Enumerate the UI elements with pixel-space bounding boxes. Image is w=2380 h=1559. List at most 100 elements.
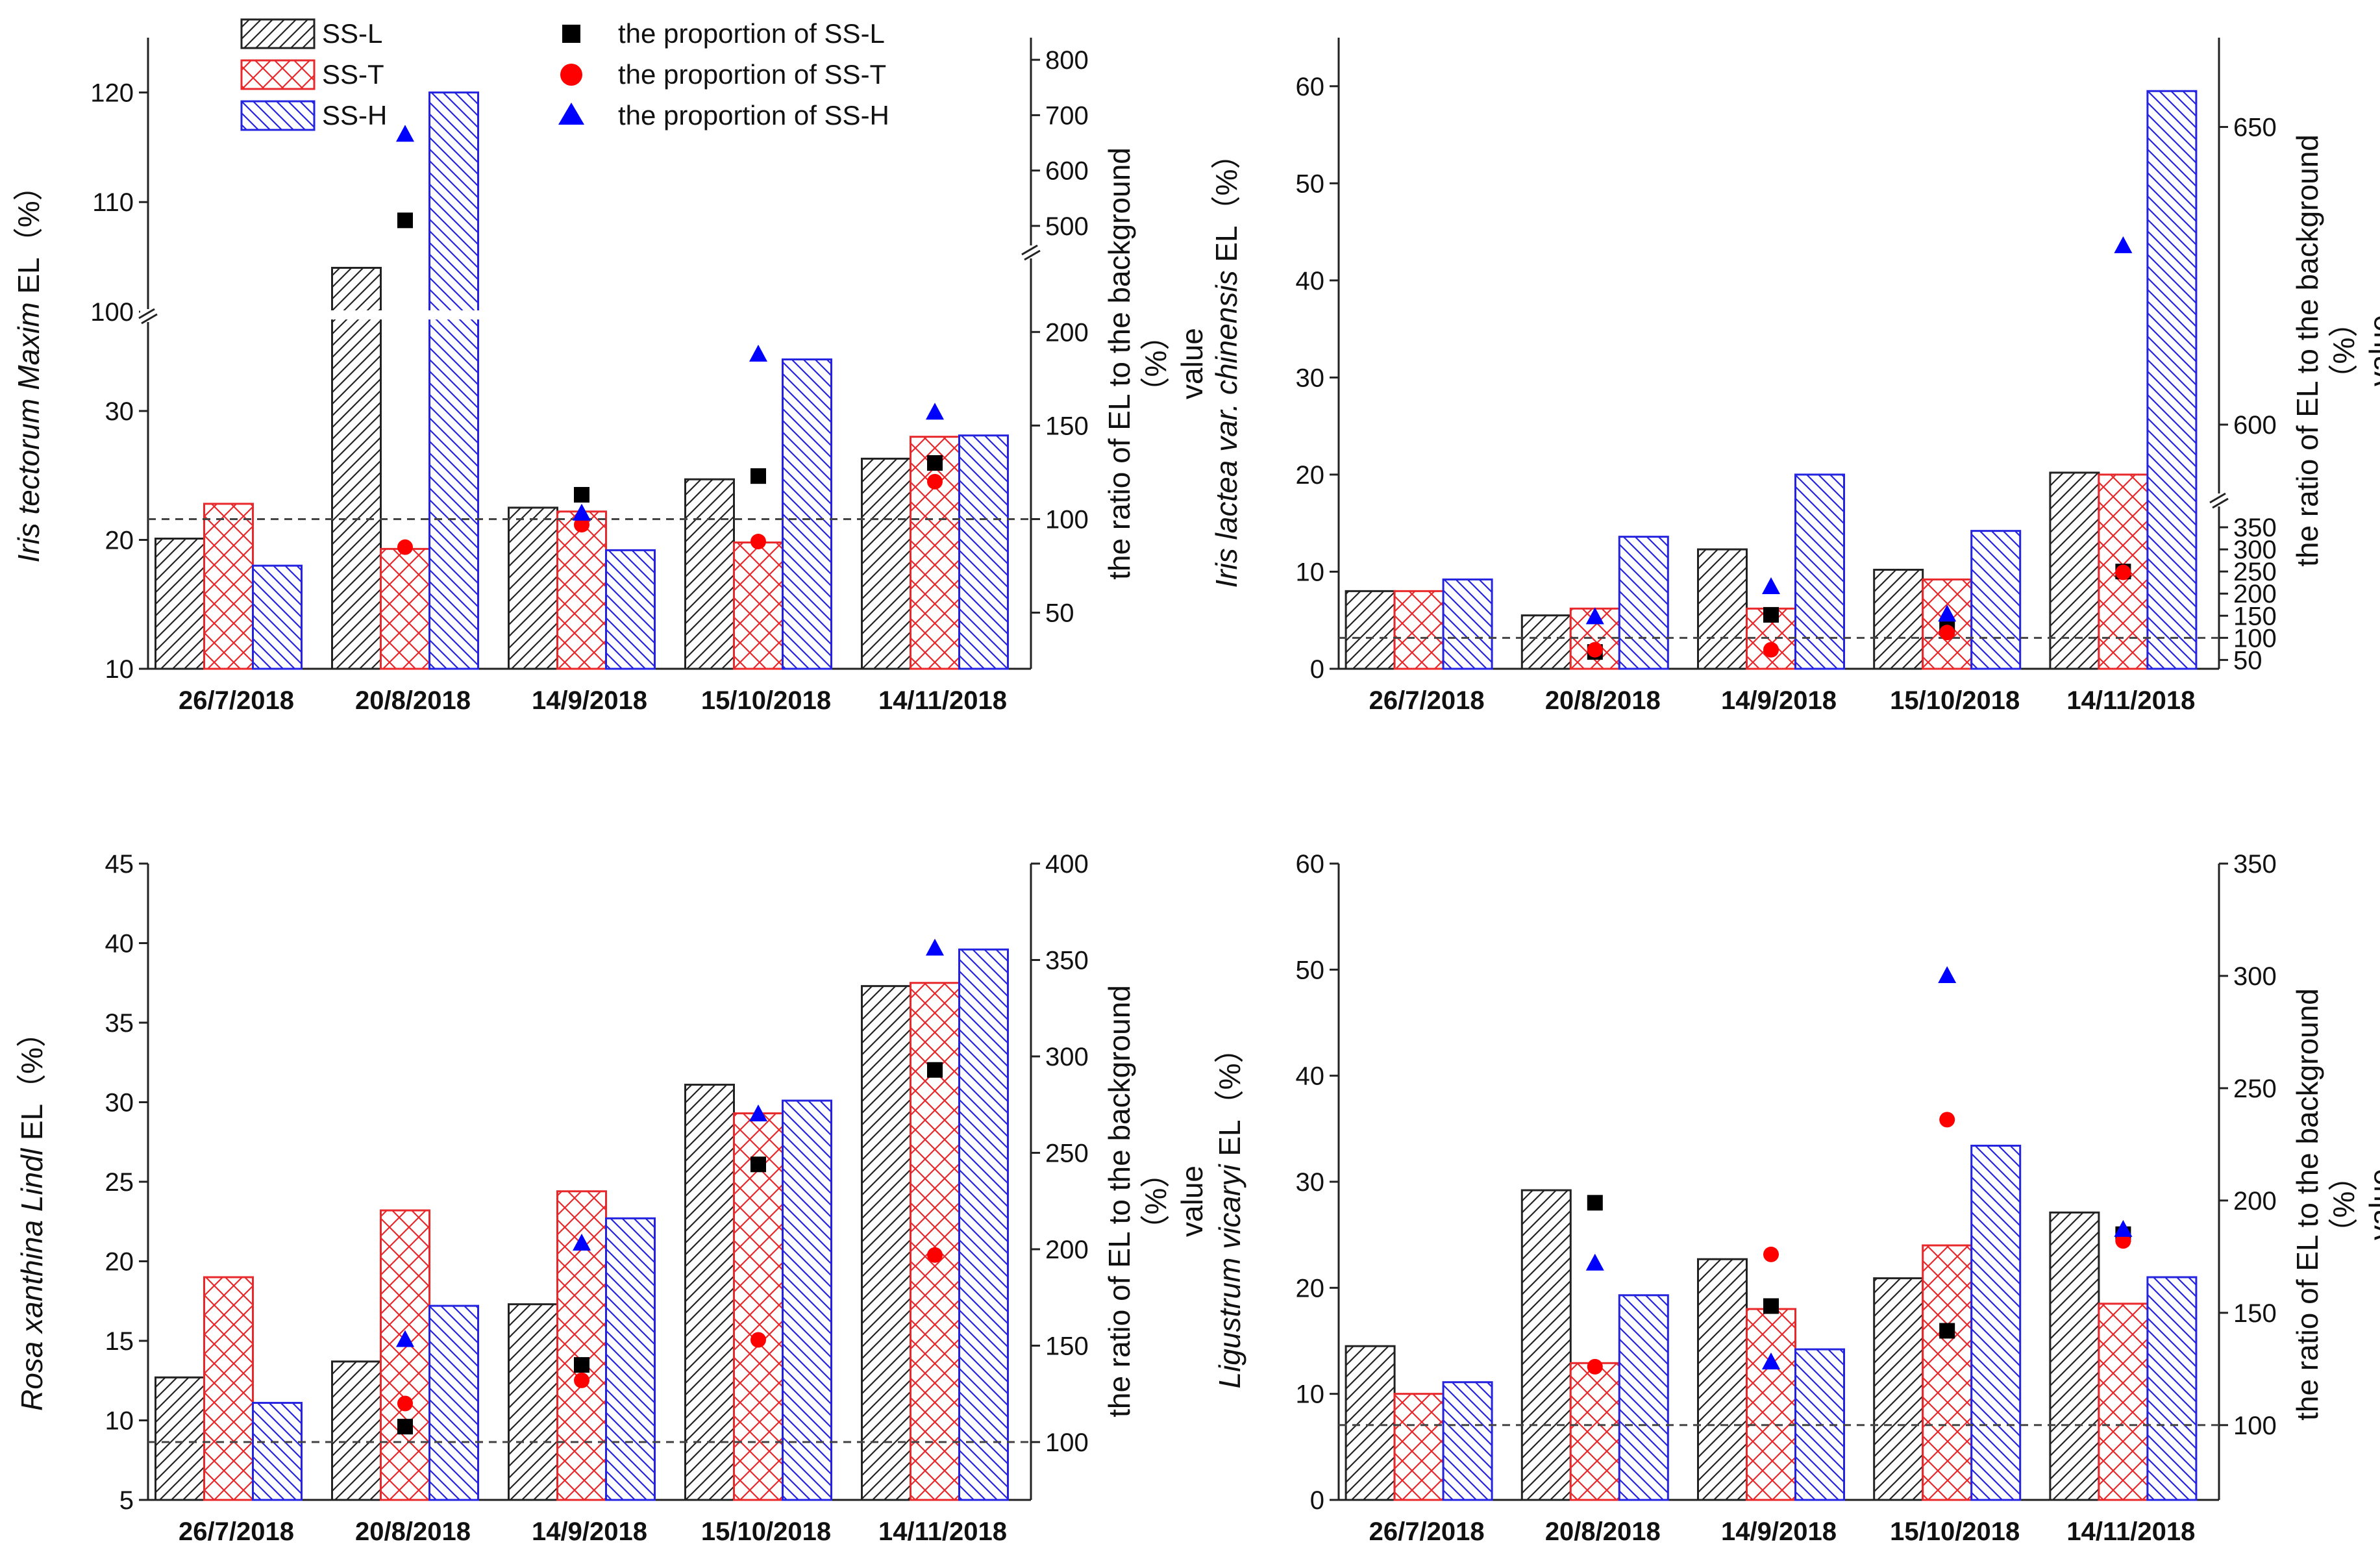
legend-marker-triangle — [558, 103, 584, 125]
bar-ss-t — [1393, 1393, 1444, 1501]
category-label: 26/7/2018 — [1369, 686, 1485, 715]
y2-axis-title-line2: value — [2363, 1169, 2380, 1240]
y-tick-label: 15 — [105, 1327, 134, 1356]
y-tick-label: 100 — [90, 298, 134, 327]
bar-ss-t — [1746, 1308, 1796, 1501]
y2-tick-label: 50 — [2233, 646, 2262, 675]
y-tick-label: 10 — [105, 1407, 134, 1436]
y-tick-label: 35 — [105, 1009, 134, 1038]
marker-the-proportion-of-ss-l — [1587, 1195, 1603, 1211]
y2-tick-label: 300 — [1045, 1043, 1089, 1071]
y2-tick-label: 250 — [2233, 1075, 2277, 1103]
bar-ss-l — [155, 1376, 205, 1501]
category-label: 14/9/2018 — [532, 686, 647, 715]
marker-the-proportion-of-ss-l — [750, 468, 766, 484]
category-label: 14/11/2018 — [878, 1517, 1007, 1546]
legend-item-ss-h: SS-H — [240, 100, 387, 131]
legend-label-ss-t: SS-T — [322, 59, 384, 90]
y-tick-label: 10 — [1296, 558, 1325, 586]
y2-tick-label: 350 — [2233, 850, 2277, 879]
y2-axis-title-ligustrum-vicaryi: the ratio of EL to the background（%）valu… — [2290, 988, 2380, 1421]
bar-ss-l — [684, 1084, 735, 1501]
category-label: 15/10/2018 — [701, 1517, 831, 1546]
bar-ss-l — [2049, 471, 2100, 670]
legend-item-ss-t: SS-T — [240, 59, 384, 90]
bar-ss-t — [203, 503, 254, 670]
marker-the-proportion-of-ss-l — [574, 1357, 589, 1373]
category-label: 14/9/2018 — [1721, 1517, 1837, 1546]
legend-label-proportion-ss-l: the proportion of SS-L — [618, 18, 885, 49]
bar-ss-h — [428, 91, 479, 670]
y-axis-title-ligustrum-vicaryi: Ligustrum vicaryi EL（%） — [1213, 1033, 1246, 1388]
y2-tick-label: 350 — [1045, 946, 1089, 975]
bar-ss-h — [782, 358, 832, 670]
marker-the-proportion-of-ss-h — [1938, 966, 1957, 983]
category-label: 20/8/2018 — [1545, 686, 1661, 715]
bar-ss-h — [1970, 1144, 2022, 1501]
y2-tick-label: 300 — [2233, 536, 2277, 564]
y2-tick-label: 600 — [1045, 157, 1089, 186]
y2-axis-title-line1: the ratio of EL to the background — [1102, 985, 1136, 1417]
y2-tick-label: 250 — [1045, 1139, 1089, 1167]
y2-tick-label: 200 — [2233, 1187, 2277, 1216]
legend-swatch-ss-l — [240, 18, 316, 49]
marker-the-proportion-of-ss-t — [1763, 642, 1779, 658]
bar-ss-t — [380, 547, 430, 670]
bar-ss-h — [2146, 1276, 2198, 1501]
y-tick-label: 10 — [1296, 1380, 1325, 1409]
y-tick-label: 20 — [105, 526, 134, 555]
y-axis-unit: EL（%） — [1209, 139, 1243, 270]
category-label: 14/11/2018 — [2066, 686, 2195, 715]
bar-ss-l — [1520, 1189, 1572, 1501]
marker-the-proportion-of-ss-h — [926, 938, 944, 956]
marker-the-proportion-of-ss-t — [2115, 1233, 2131, 1249]
marker-the-proportion-of-ss-l — [1763, 1298, 1779, 1314]
marker-the-proportion-of-ss-h — [573, 503, 591, 521]
y2-axis-title-unit: （%） — [2327, 1162, 2361, 1248]
panel-rosa-xanthina: Rosa xanthina Lindl EL（%） the ratio of E… — [15, 850, 1209, 1546]
bar-ss-h — [1618, 536, 1669, 670]
marker-the-proportion-of-ss-t — [1587, 1358, 1603, 1375]
category-label: 20/8/2018 — [1545, 1517, 1661, 1546]
y2-tick-label: 150 — [1045, 412, 1089, 440]
y-tick-label: 40 — [1296, 1062, 1325, 1091]
marker-the-proportion-of-ss-t — [2115, 564, 2131, 580]
panel-iris-lactea: Iris lactea var. chinensis EL（%） the rat… — [1209, 38, 2380, 715]
bar-ss-t — [556, 510, 607, 670]
legend-label-proportion-ss-t: the proportion of SS-T — [618, 59, 886, 90]
y-tick-label: 5 — [119, 1486, 134, 1515]
marker-the-proportion-of-ss-h — [926, 403, 944, 420]
y2-tick-label: 100 — [2233, 624, 2277, 653]
bar-ss-h — [2146, 90, 2198, 670]
legend-marker-circle — [560, 64, 582, 86]
y-axis-species: Iris tectorum Maxim — [12, 302, 45, 562]
bar-ss-l — [1697, 1258, 1748, 1501]
bar-ss-t — [733, 541, 784, 670]
bar-ss-t — [910, 436, 960, 670]
y2-tick-label: 150 — [2233, 602, 2277, 630]
legend-item-proportion-ss-l: the proportion of SS-L — [562, 18, 885, 49]
marker-the-proportion-of-ss-h — [1585, 607, 1604, 625]
y-axis-unit: EL（%） — [12, 171, 45, 302]
legend: SS-L SS-T SS-H the proportion of SS-L th… — [240, 18, 889, 131]
y-axis-species: Iris lactea var. chinensis — [1209, 270, 1243, 588]
marker-the-proportion-of-ss-h — [2114, 236, 2133, 253]
y-axis-unit: EL（%） — [1213, 1033, 1246, 1164]
bar-ss-l — [1697, 548, 1748, 670]
marker-the-proportion-of-ss-t — [1939, 625, 1955, 641]
y2-axis-title-unit: （%） — [1139, 1158, 1172, 1245]
bar-ss-h — [782, 1099, 832, 1501]
y-tick-label: 30 — [105, 397, 134, 426]
y2-tick-label: 150 — [2233, 1299, 2277, 1328]
y-tick-label: 40 — [105, 930, 134, 958]
bar-ss-l — [1345, 1345, 1396, 1501]
bar-ss-l — [508, 1303, 558, 1501]
bar-ss-t — [1569, 1362, 1620, 1501]
bar-ss-l — [1345, 590, 1396, 670]
y2-tick-label: 150 — [1045, 1332, 1089, 1360]
category-label: 15/10/2018 — [1890, 686, 2020, 715]
marker-the-proportion-of-ss-h — [1762, 577, 1780, 594]
bar-ss-h — [252, 564, 303, 670]
y2-axis-title-unit: （%） — [1139, 321, 1172, 407]
y2-axis-break-gap — [2211, 493, 2227, 506]
